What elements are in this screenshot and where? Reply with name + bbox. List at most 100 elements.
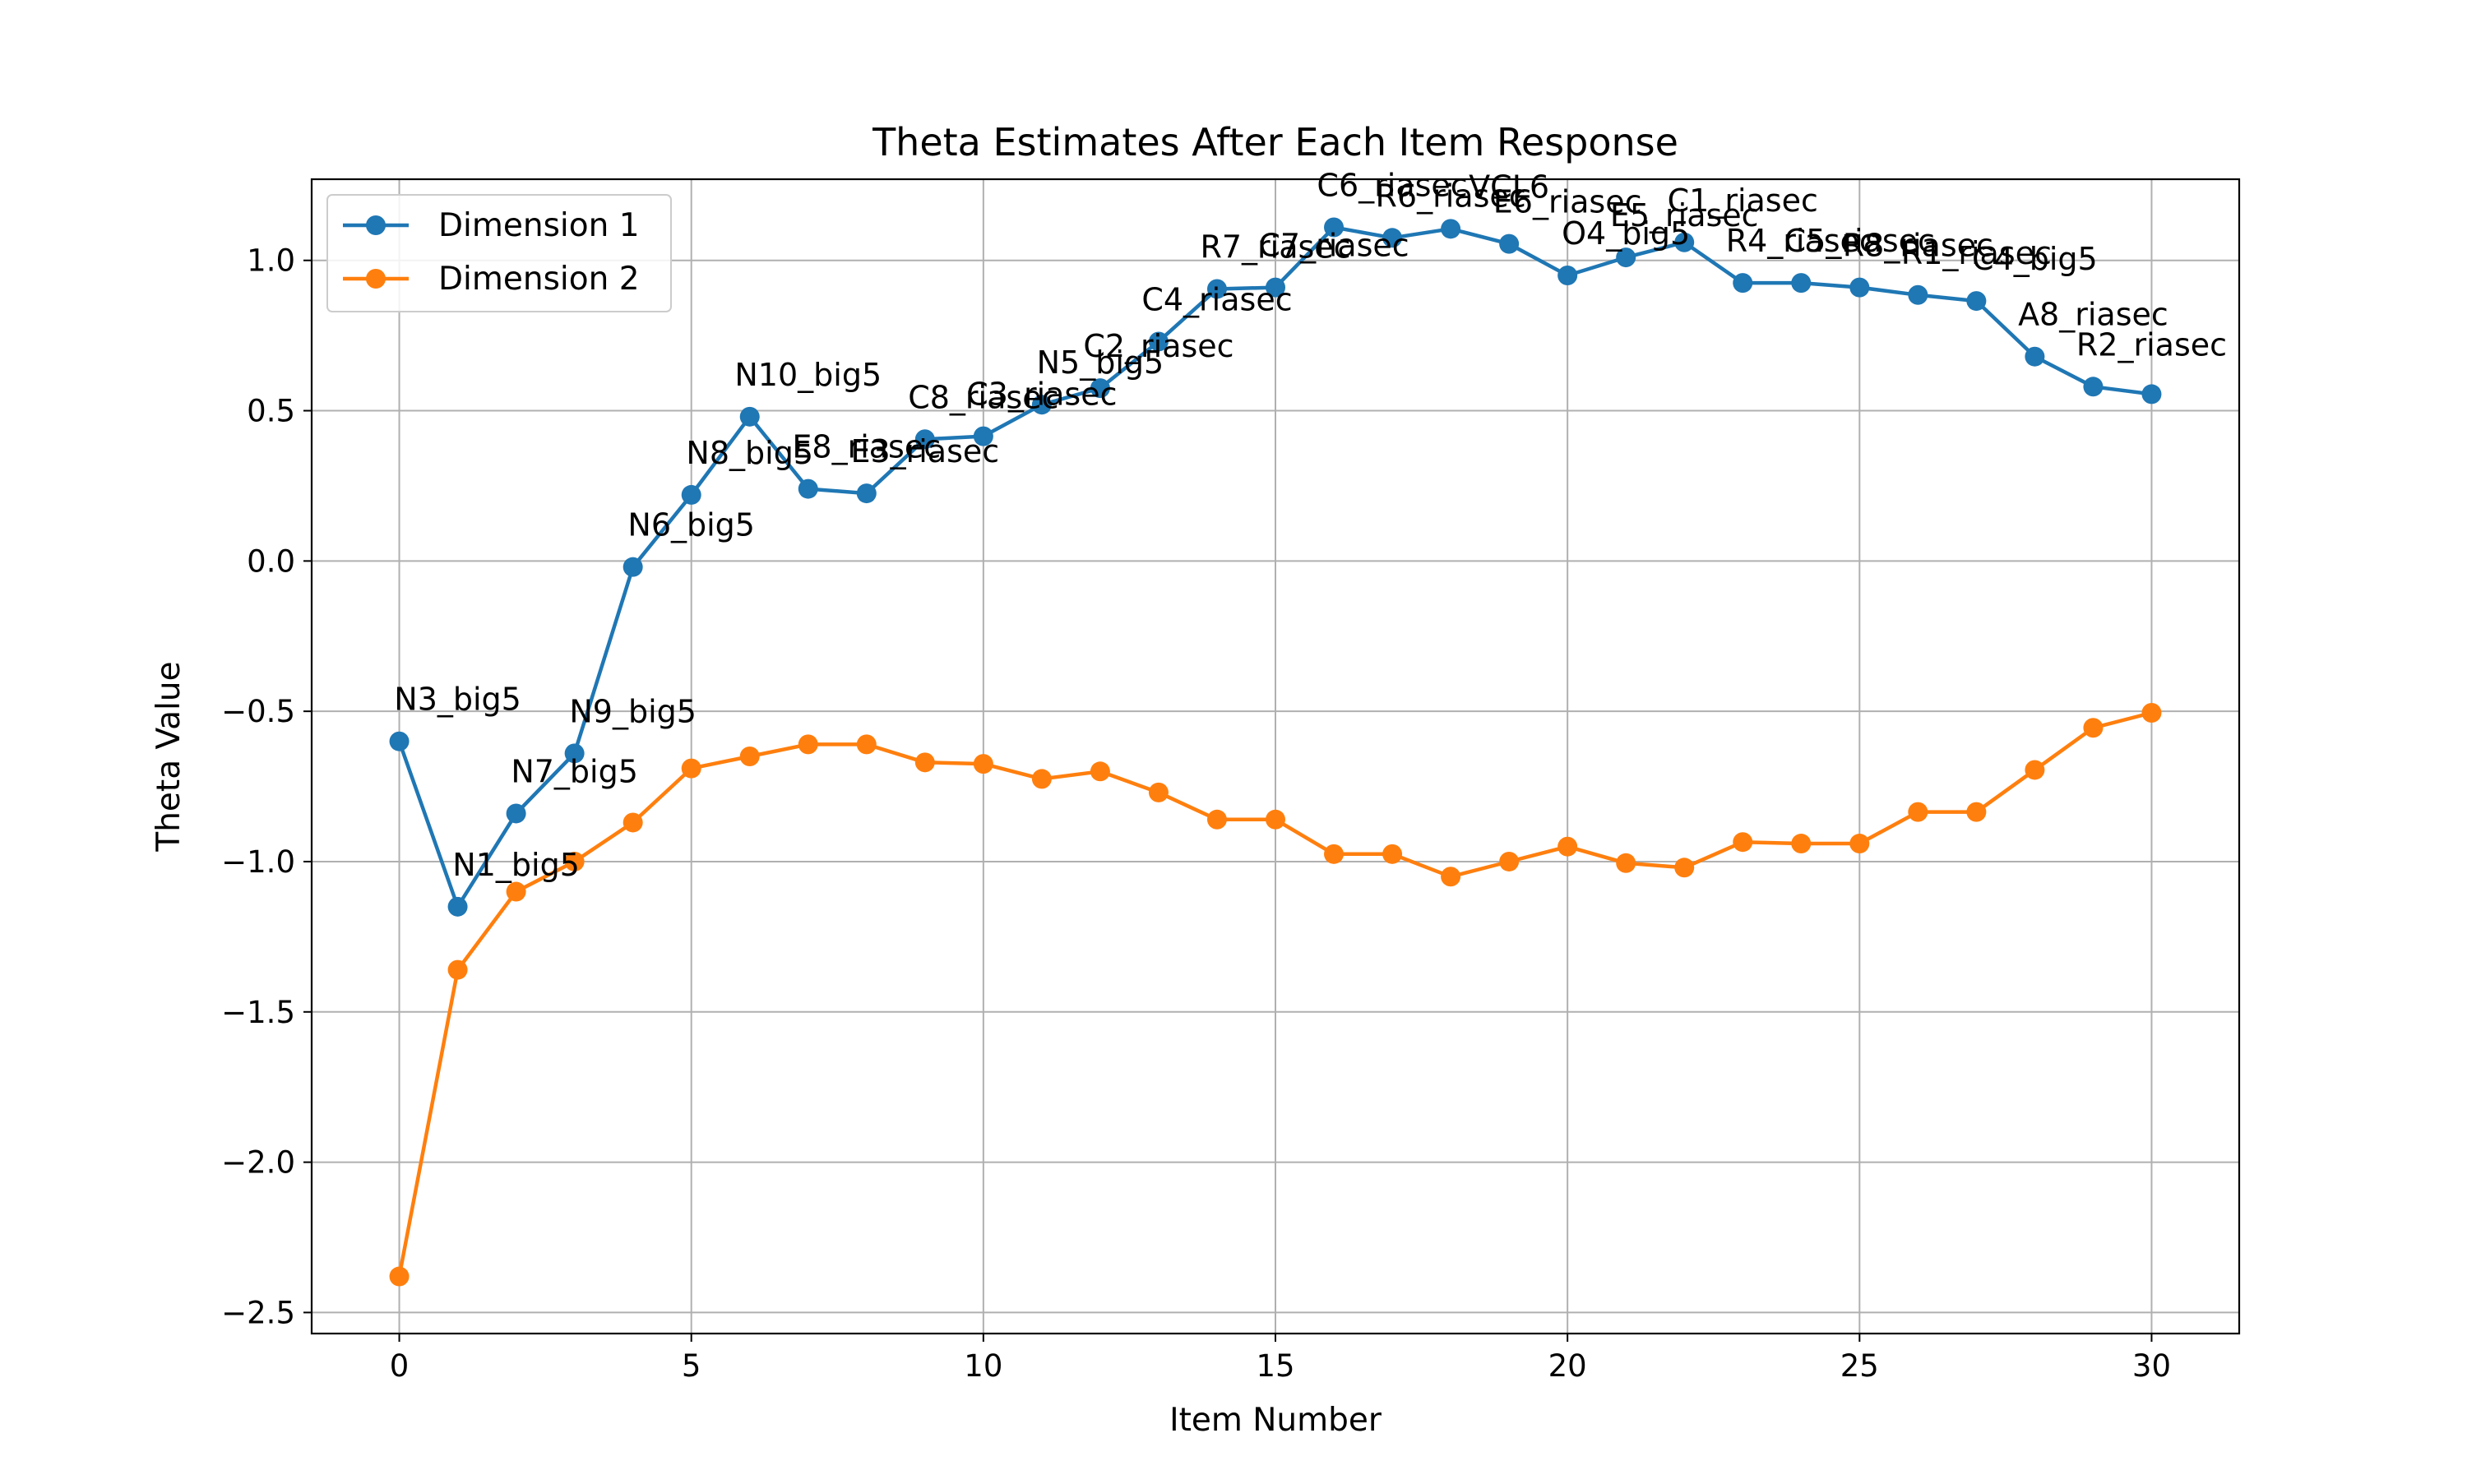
point-annotation: A8_riasec [2018,297,2168,333]
data-point-dimension-2 [1324,844,1345,864]
data-point-dimension-1 [1849,277,1870,298]
data-point-dimension-1 [798,478,818,499]
data-point-dimension-1 [1090,378,1110,399]
legend-label-dimension-2: Dimension 2 [438,261,640,298]
point-annotation: C1_riasec [1668,183,1818,219]
axes: 0 5 10 15 20 25 30 −2.5 −2.0 −1.5 −1.0 −0.5 0.0 0.5 1.… [221,243,2171,1384]
data-point-dimension-1 [2141,384,2162,405]
x-tick-label: 10 [964,1348,1002,1384]
data-point-dimension-1 [914,429,935,450]
data-point-dimension-2 [1090,761,1110,782]
data-point-dimension-1 [564,743,585,764]
data-point-dimension-1 [1966,291,1987,312]
data-point-dimension-1 [1382,228,1403,248]
data-point-dimension-2 [1674,858,1695,878]
point-annotation: VCL6 [1469,169,1549,205]
data-point-dimension-1 [856,483,877,504]
point-annotation: E6_riasec [1493,184,1642,220]
legend-frame [326,194,672,312]
data-point-dimension-1 [1674,232,1695,252]
data-point-dimension-1 [623,557,643,577]
data-point-dimension-1 [1206,279,1227,299]
data-point-dimension-1 [2083,377,2104,397]
legend-label-dimension-1: Dimension 1 [438,207,640,244]
point-annotation: C8_riasec [908,379,1058,415]
point-annotation: R6_riasec [1376,178,1526,214]
point-annotation: C3_riasec [966,377,1117,413]
data-point-dimension-1 [1733,273,1753,294]
data-point-dimension-2 [506,881,526,902]
data-point-dimension-2 [1966,802,1987,822]
data-point-dimension-1 [739,406,760,427]
x-tick-label: 15 [1256,1348,1294,1384]
data-point-dimension-2 [1266,809,1285,830]
y-tick-label: 0.5 [247,394,295,429]
data-point-dimension-2 [1031,769,1052,789]
point-annotation: C4_riasec [1141,281,1292,317]
x-tick-label: 0 [390,1348,410,1384]
series-points [389,217,2162,1287]
data-point-dimension-2 [1616,853,1636,873]
chart-title: Theta Estimates After Each Item Response [872,120,1678,164]
data-point-dimension-2 [2083,718,2104,738]
x-tick-label: 5 [682,1348,701,1384]
y-tick-label: −2.0 [221,1145,295,1181]
data-point-dimension-2 [1148,782,1169,802]
x-tick-label: 20 [1548,1348,1587,1384]
data-point-dimension-1 [1266,277,1285,298]
data-point-dimension-2 [914,752,935,773]
point-annotation: C5_riasec [1784,223,1935,259]
x-axis-label: Item Number [1169,1402,1382,1439]
data-point-dimension-2 [1733,832,1753,853]
point-annotation: C6_riasec [1317,168,1467,204]
y-tick-label: −1.5 [221,995,295,1030]
data-point-dimension-2 [1499,851,1520,871]
legend: Dimension 1 Dimension 2 [326,194,672,312]
point-annotation: E5_riasec [1610,197,1759,233]
x-tick-label: 30 [2132,1348,2171,1384]
point-annotation: N1_big5 [452,847,580,883]
data-point-dimension-1 [2025,346,2045,367]
point-annotation: N3_big5 [394,682,521,718]
data-point-dimension-2 [1441,867,1461,887]
y-tick-label: 0.0 [247,543,295,579]
data-point-dimension-2 [1849,834,1870,854]
point-annotation: E8_riasec [792,429,941,465]
data-point-dimension-1 [1441,219,1461,239]
data-point-dimension-1 [1791,273,1812,294]
data-point-dimension-1 [389,731,410,751]
data-point-dimension-1 [1499,233,1520,254]
data-point-dimension-1 [1148,331,1169,352]
point-annotation: C2_riasec [1083,328,1234,364]
data-point-dimension-2 [1206,809,1227,830]
y-tick-label: −1.0 [221,844,295,880]
point-annotation: C4_big5 [1972,241,2098,277]
point-annotation: R4_riasec [1726,223,1877,259]
data-point-dimension-2 [798,734,818,755]
data-point-dimension-2 [739,747,760,766]
point-annotation: E3_riasec [850,433,999,469]
point-annotation: R1_riasec [1901,235,2052,271]
y-tick-label: −0.5 [221,694,295,729]
data-point-dimension-2 [2025,760,2045,780]
data-point-dimension-2 [389,1266,410,1287]
point-annotation: N9_big5 [569,693,697,729]
data-point-dimension-1 [506,803,526,824]
data-point-dimension-1 [681,484,701,505]
legend-marker-dimension-2 [366,269,386,289]
point-annotation: N6_big5 [627,507,755,543]
data-point-dimension-1 [447,896,468,917]
point-annotation: O4_big5 [1562,215,1690,252]
data-point-dimension-2 [1382,844,1403,864]
data-point-dimension-1 [973,426,993,446]
point-annotation: R7_riasec [1200,229,1350,265]
data-point-dimension-2 [447,959,468,980]
data-point-dimension-1 [1031,395,1052,415]
point-annotation: R2_riasec [2076,326,2227,363]
point-annotation: C7_riasec [1258,228,1409,264]
x-tick-label: 25 [1840,1348,1879,1384]
point-annotation: R8_riasec [1843,228,1993,264]
data-point-dimension-1 [1908,284,1928,305]
